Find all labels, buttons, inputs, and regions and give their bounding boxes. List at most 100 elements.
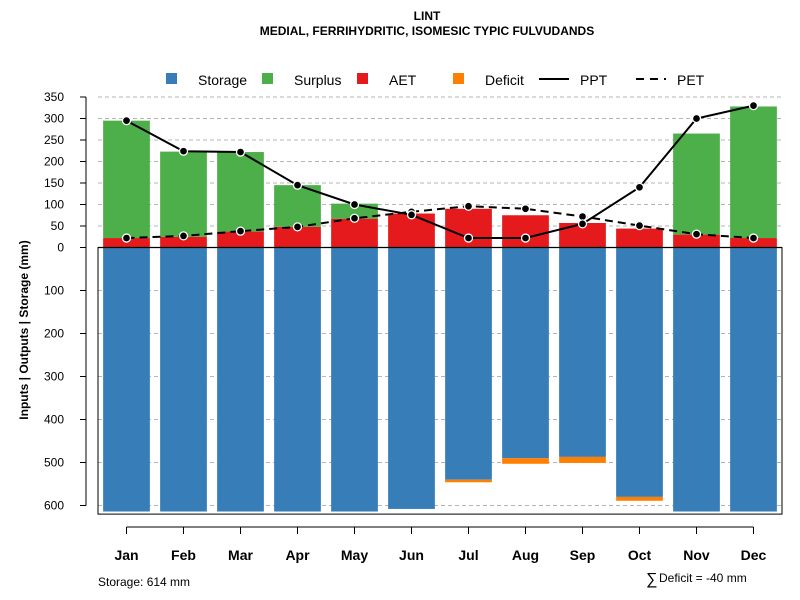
storage-bar	[445, 247, 492, 480]
storage-bar	[331, 247, 378, 512]
y-tick-label: 300	[44, 112, 64, 126]
aet-bar	[730, 238, 777, 248]
y-tick-label: 250	[44, 133, 64, 147]
legend-label-storage: Storage	[198, 72, 247, 88]
storage-bar	[730, 247, 777, 512]
pet-point	[520, 204, 531, 214]
storage-footer: Storage: 614 mm	[98, 575, 190, 589]
pet-point	[235, 226, 246, 236]
legend-swatch-storage	[166, 73, 177, 84]
ppt-line	[126, 104, 754, 239]
storage-bar	[274, 247, 321, 512]
x-tick-label: Dec	[741, 547, 767, 563]
ppt-point	[691, 113, 702, 124]
ppt-point	[121, 116, 132, 126]
deficit-bar	[616, 496, 663, 501]
surplus-bar	[730, 106, 777, 239]
surplus-bar	[160, 151, 207, 237]
legend-label-aet: AET	[389, 72, 417, 88]
y-tick-label: 500	[44, 456, 64, 470]
ppt-point	[748, 100, 759, 111]
storage-bar	[388, 247, 435, 509]
pet-point	[691, 229, 702, 239]
x-tick-label: Nov	[683, 547, 710, 563]
pet-point	[121, 233, 132, 243]
y-tick-label: 50	[51, 219, 65, 233]
x-tick-label: Apr	[285, 547, 310, 563]
ppt-point	[463, 233, 474, 243]
pet-point	[748, 233, 759, 243]
pet-point	[634, 220, 645, 231]
y-tick-label: 400	[44, 413, 64, 427]
ppt-point	[406, 210, 417, 220]
x-tick-label: May	[341, 547, 368, 563]
ppt-point	[577, 219, 588, 229]
lines	[121, 100, 759, 243]
legend-swatch-deficit	[453, 73, 464, 84]
deficit-footer: Deficit = -40 mm	[659, 571, 747, 585]
pet-point	[292, 222, 303, 232]
legend: Storage Surplus AET Deficit PPT PET	[166, 72, 705, 88]
y-tick-label: 300	[44, 370, 64, 384]
aet-bar	[274, 226, 321, 248]
pet-point	[349, 213, 360, 223]
legend-label-pet: PET	[677, 72, 705, 88]
legend-label-surplus: Surplus	[294, 72, 341, 88]
storage-bar	[502, 247, 549, 459]
legend-swatch-aet	[357, 73, 368, 84]
grid	[98, 96, 782, 506]
surplus-bar	[103, 120, 150, 239]
storage-bar	[160, 247, 207, 512]
bars	[103, 106, 777, 512]
pet-point	[178, 231, 189, 241]
y-tick-label: 150	[44, 176, 64, 190]
y-tick-label: 100	[44, 198, 64, 212]
legend-label-ppt: PPT	[580, 72, 608, 88]
ppt-point	[634, 182, 645, 192]
y-tick-label: 200	[44, 327, 64, 341]
storage-bar	[673, 247, 720, 512]
chart-title: LINT	[414, 9, 441, 23]
ppt-point	[349, 199, 360, 210]
storage-bar	[559, 247, 606, 457]
x-tick-label: Aug	[512, 547, 539, 563]
surplus-bar	[217, 152, 264, 232]
y-axis-label: Inputs | Outputs | Storage (mm)	[17, 240, 31, 419]
x-tick-label: Sep	[570, 547, 596, 563]
y-tick-label: 200	[44, 155, 64, 169]
legend-label-deficit: Deficit	[485, 72, 524, 88]
x-tick-label: Feb	[171, 547, 196, 563]
y-tick-label: 0	[57, 241, 64, 255]
x-tick-label: Oct	[628, 547, 652, 563]
sum-symbol: ∑	[646, 571, 657, 588]
deficit-bar	[445, 479, 492, 483]
axes: 350300250200150100500100200300400500600J…	[44, 90, 783, 563]
x-tick-label: Jun	[399, 547, 424, 563]
aet-bar	[103, 238, 150, 248]
aet-bar	[616, 228, 663, 248]
x-tick-label: Mar	[228, 547, 253, 563]
aet-bar	[160, 236, 207, 248]
chart-subtitle: MEDIAL, FERRIHYDRITIC, ISOMESIC TYPIC FU…	[260, 24, 594, 38]
storage-bar	[103, 247, 150, 512]
deficit-bar	[502, 458, 549, 464]
y-tick-label: 600	[44, 499, 64, 513]
deficit-bar	[559, 456, 606, 463]
pet-point	[463, 201, 474, 211]
pet-line	[126, 205, 754, 239]
surplus-bar	[274, 185, 321, 227]
x-tick-label: Jul	[458, 547, 478, 563]
y-tick-label: 100	[44, 284, 64, 298]
aet-bar	[217, 231, 264, 248]
legend-swatch-surplus	[262, 73, 273, 84]
ppt-point	[235, 147, 246, 157]
x-tick-label: Jan	[114, 547, 138, 563]
y-tick-label: 350	[44, 90, 64, 104]
surplus-bar	[673, 133, 720, 235]
aet-bar	[673, 234, 720, 248]
ppt-point	[178, 146, 189, 156]
ppt-point	[292, 180, 303, 190]
ppt-point	[520, 233, 531, 243]
storage-bar	[217, 247, 264, 512]
